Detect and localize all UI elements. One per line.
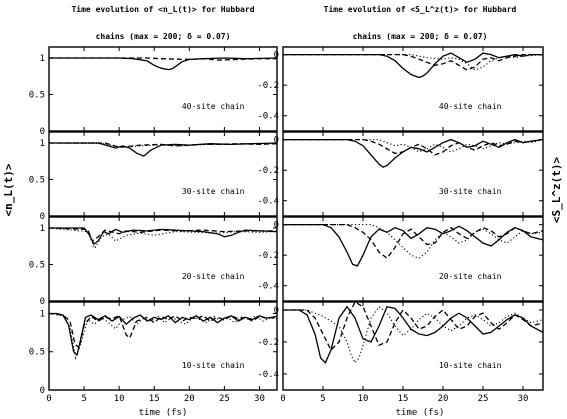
y-tick-label: 0 — [274, 306, 279, 316]
series-line-solid — [283, 138, 544, 168]
y-tick-label: -0.4 — [257, 112, 279, 122]
series-line-solid — [49, 227, 278, 245]
series-line-dotted — [48, 142, 277, 148]
right-title-line1: Time evolution of <S_L^z(t)> for Hubbard — [324, 4, 517, 14]
series-line-dotted — [283, 224, 544, 259]
series-line-dashed — [48, 227, 277, 243]
x-tick-label: 5 — [81, 394, 86, 404]
x-tick-label: 0 — [46, 394, 51, 404]
series-line-dashed — [283, 138, 544, 156]
series-line-dotted — [48, 227, 278, 250]
y-tick-label: -0.2 — [257, 338, 279, 348]
panel-frame — [282, 46, 544, 132]
y-tick-label: 0 — [40, 127, 45, 137]
panel-label: 30-site chain — [439, 187, 502, 196]
panel-label: 20-site chain — [439, 272, 502, 281]
panel-frame — [48, 131, 278, 217]
panel-frame — [282, 131, 544, 217]
y-tick-label: 0 — [274, 136, 279, 146]
x-tick-label: 25 — [219, 394, 230, 404]
series-line-solid — [49, 57, 278, 71]
x-tick-label: 15 — [149, 394, 160, 404]
right-ylabel: <S_L^z(t)> — [550, 157, 563, 224]
y-tick-label: -0.2 — [257, 166, 279, 176]
panel-label: 40-site chain — [182, 102, 245, 111]
right-xlabel: time (fs) — [396, 408, 445, 418]
panel-right-20: 0 -0.2 -0.4 20-site chain — [257, 216, 544, 302]
x-tick-label: 20 — [438, 394, 449, 404]
y-tick-label: -0.2 — [257, 81, 279, 91]
y-tick-label: -0.4 — [257, 282, 279, 292]
series-line-dotted — [48, 312, 278, 361]
x-tick-label: 10 — [358, 394, 369, 404]
left-xlabel: time (fs) — [139, 408, 188, 418]
panel-label: 40-site chain — [439, 102, 502, 111]
panel-label: 10-site chain — [439, 361, 502, 370]
panel-frame — [282, 301, 544, 391]
y-tick-label: -0.2 — [257, 251, 279, 261]
left-title-line2: chains (max = 200; δ = 0.07) — [96, 31, 231, 41]
series-line-dashed — [49, 142, 278, 148]
panels: 0 0.5 1 40-site chain 0 0.5 1 30-site chain 0 0.5… — [29, 46, 544, 404]
series-line-dashed — [283, 223, 544, 260]
panel-left-20: 0 0.5 1 20-site chain — [29, 216, 278, 307]
x-tick-label: 25 — [478, 394, 489, 404]
x-tick-label: 10 — [114, 394, 125, 404]
series-line-solid — [283, 52, 543, 79]
series-line-solid — [283, 305, 544, 364]
y-tick-label: 0 — [40, 297, 45, 307]
y-tick-label: 1 — [40, 139, 45, 149]
panel-left-40: 0 0.5 1 40-site chain — [29, 46, 278, 137]
y-tick-label: 0 — [274, 221, 279, 231]
y-tick-label: -0.4 — [257, 370, 279, 380]
series-line-dotted — [283, 139, 544, 153]
y-tick-label: 0.5 — [29, 175, 45, 185]
series-line-dashed — [283, 53, 543, 71]
right-title-line2: chains (max = 200; δ = 0.07) — [353, 31, 488, 41]
left-title-line1: Time evolution of <n_L(t)> for Hubbard — [71, 4, 254, 14]
series-line-dashed — [283, 301, 544, 352]
x-tick-label: 20 — [184, 394, 195, 404]
y-tick-label: 0 — [40, 386, 45, 396]
y-tick-label: 0.5 — [29, 348, 45, 358]
y-tick-label: 0 — [274, 51, 279, 61]
series-line-dashed — [49, 57, 277, 61]
panel-right-40: 0 -0.2 -0.4 40-site chain — [257, 46, 544, 132]
panel-frame — [48, 301, 278, 391]
series-line-solid — [283, 223, 544, 267]
x-tick-label: 30 — [518, 394, 529, 404]
panel-frame — [48, 216, 278, 302]
series-line-dotted — [283, 306, 544, 364]
panel-right-10: 0 -0.2 -0.4 0 5 10 15 20 25 30 10-site chain — [257, 301, 544, 404]
y-tick-label: 1 — [40, 309, 45, 319]
y-tick-label: 1 — [40, 224, 45, 234]
panel-frame — [48, 46, 278, 132]
x-tick-label: 5 — [320, 394, 325, 404]
panel-label: 10-site chain — [182, 361, 245, 370]
y-tick-label: -0.4 — [257, 197, 279, 207]
panel-right-30: 0 -0.2 -0.4 30-site chain — [257, 131, 544, 217]
panel-frame — [282, 216, 544, 302]
panel-label: 20-site chain — [182, 272, 245, 281]
y-tick-label: 0.5 — [29, 260, 45, 270]
left-ylabel: <n_L(t)> — [2, 163, 15, 216]
x-tick-label: 0 — [280, 394, 285, 404]
y-tick-label: 0 — [40, 212, 45, 222]
panel-left-30: 0 0.5 1 30-site chain — [29, 131, 278, 222]
y-tick-label: 0.5 — [29, 90, 45, 100]
x-tick-label: 30 — [254, 394, 265, 404]
x-tick-label: 15 — [398, 394, 409, 404]
series-line-dashed — [48, 312, 278, 350]
panel-label: 30-site chain — [182, 187, 245, 196]
y-tick-label: 1 — [40, 54, 45, 64]
